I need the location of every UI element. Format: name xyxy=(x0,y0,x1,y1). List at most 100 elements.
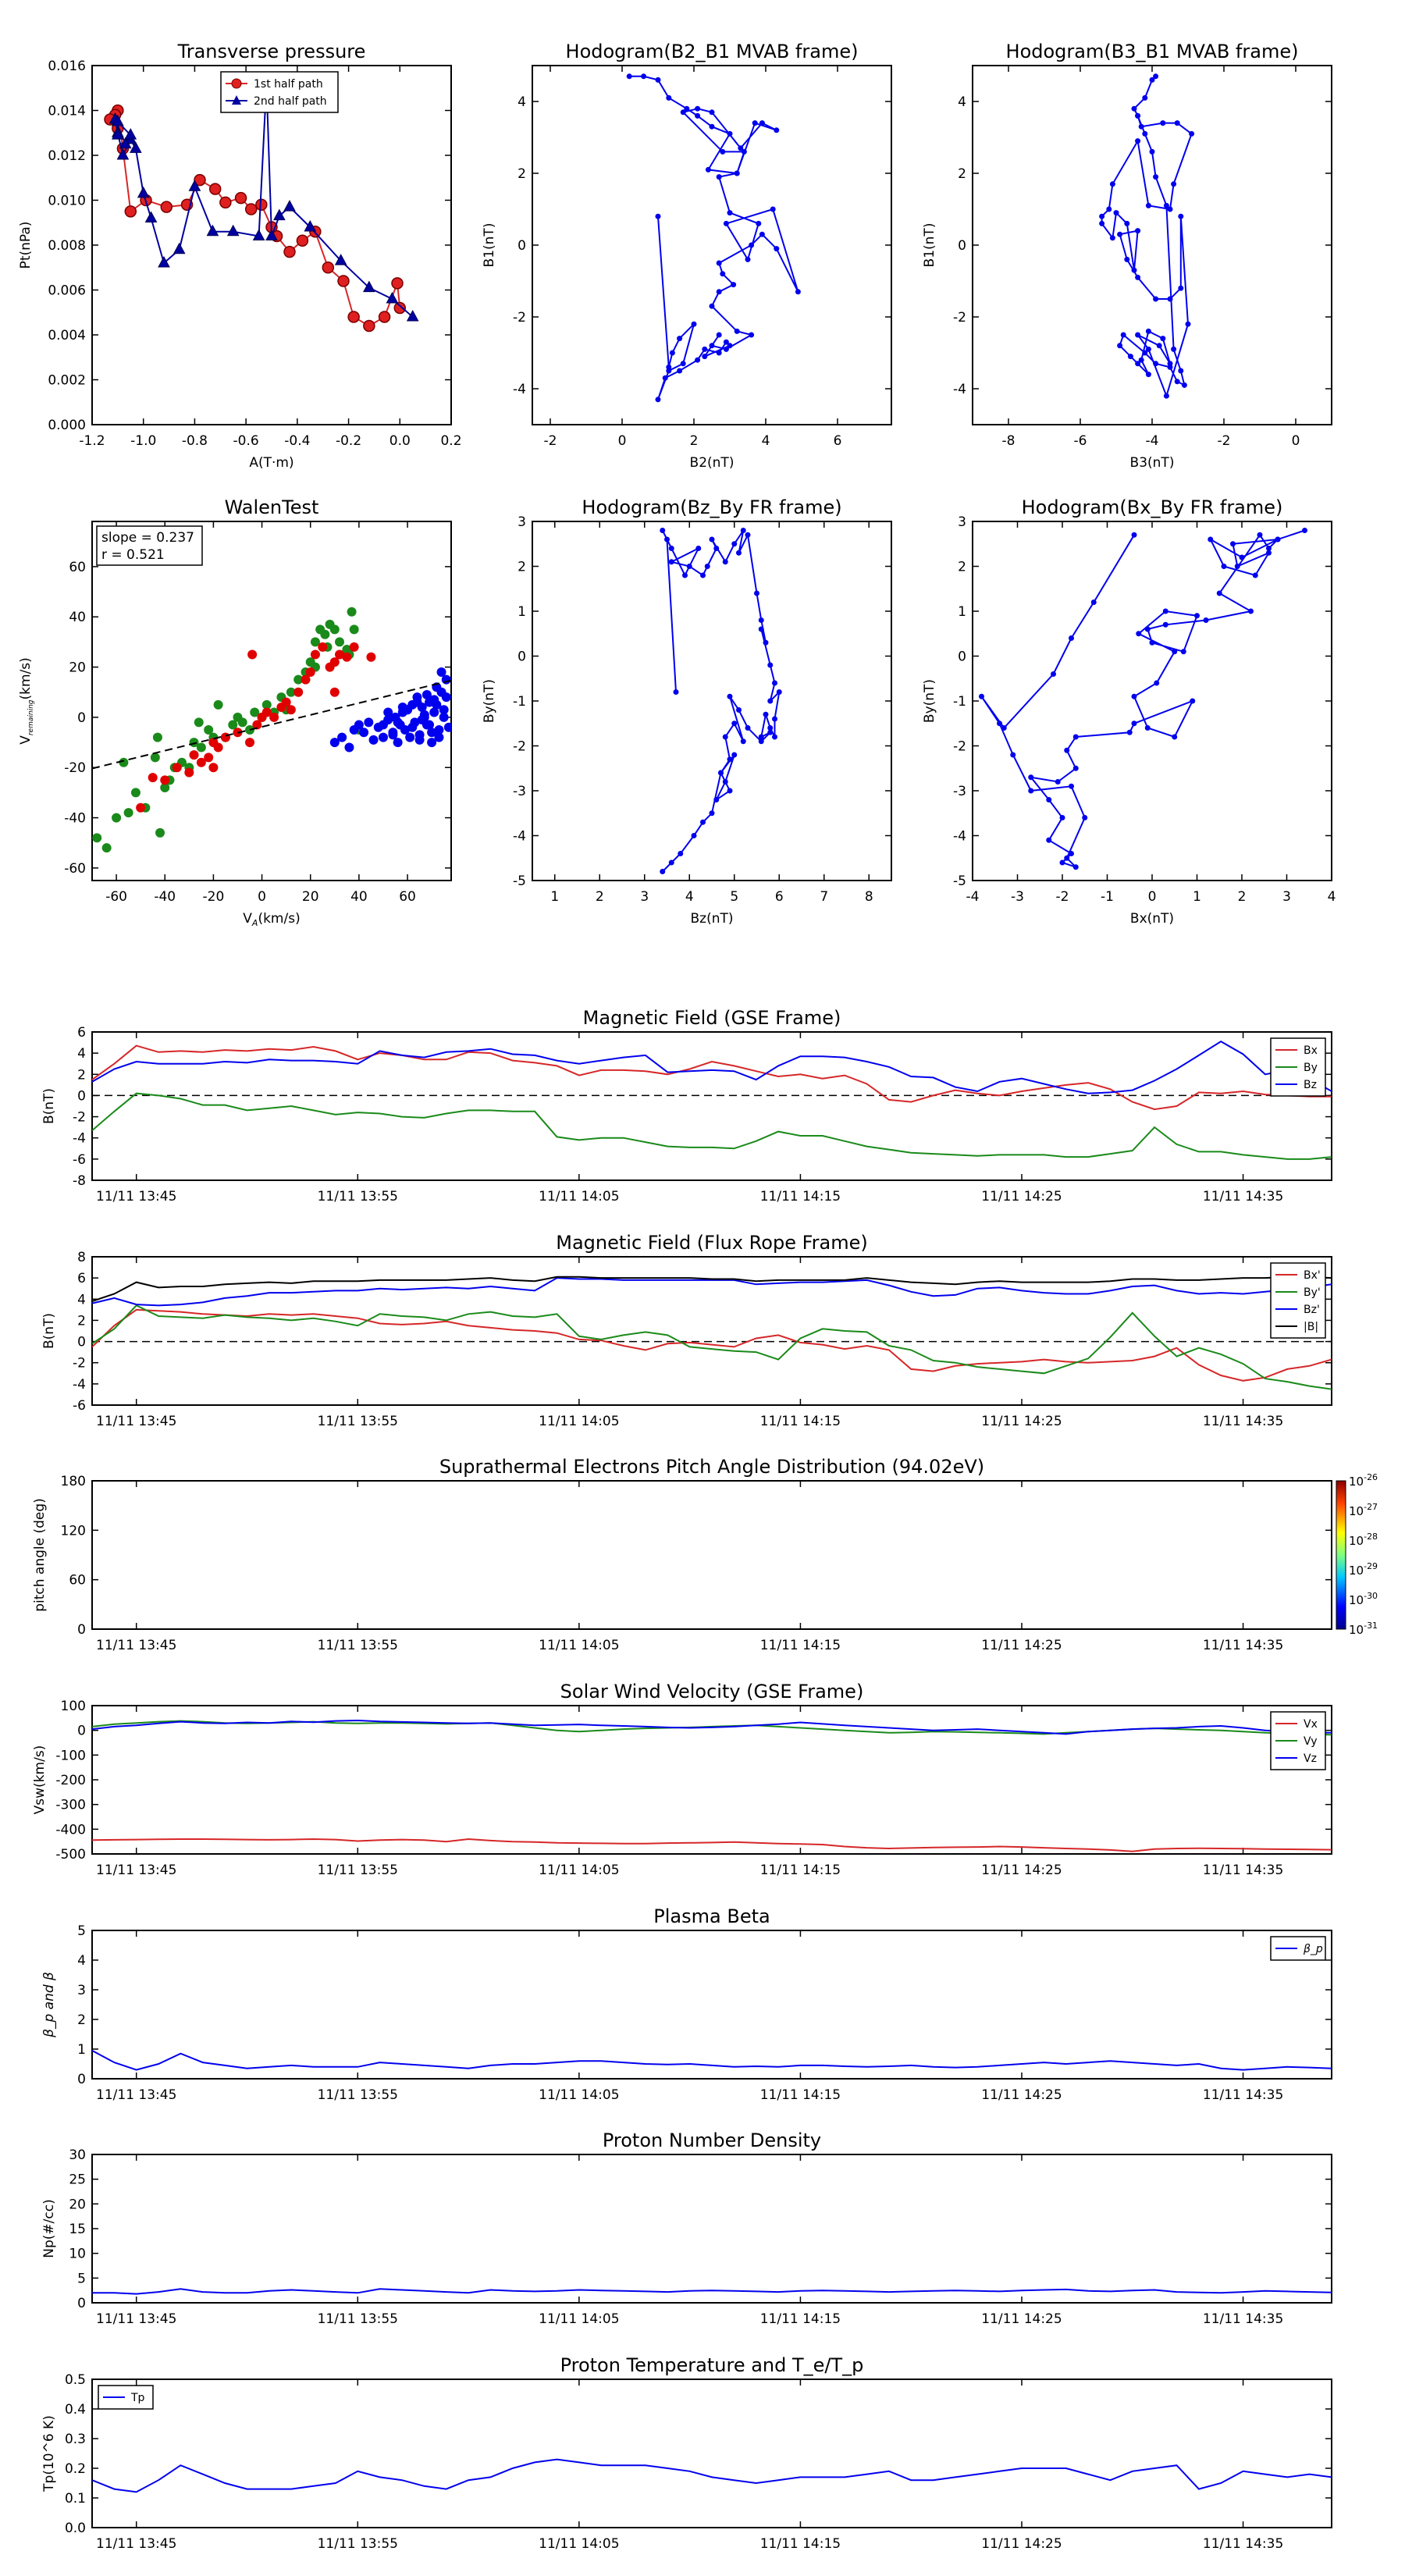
x-tick-label: 11/11 14:25 xyxy=(981,2536,1062,2552)
chart-title: Hodogram(B3_B1 MVAB frame) xyxy=(1006,41,1299,62)
x-tick-label: 11/11 14:15 xyxy=(760,2087,841,2103)
x-tick-label: -0.2 xyxy=(336,433,361,449)
series-line-|B| xyxy=(92,1276,1332,1302)
x-tick-label: 11/11 14:05 xyxy=(539,2087,619,2103)
colorbar-tick-label: 10-28 xyxy=(1349,1532,1378,1548)
y-tick-label: 3 xyxy=(958,514,966,530)
data-point xyxy=(363,319,375,333)
x-tick-label: 3 xyxy=(640,889,649,905)
y-tick-label: 4 xyxy=(958,94,966,110)
scatter-point xyxy=(359,728,369,738)
y-tick-label: -2 xyxy=(73,1110,86,1126)
data-point xyxy=(1113,210,1119,216)
data-point xyxy=(727,693,733,699)
x-tick-label: 6 xyxy=(775,889,784,905)
y-tick-label: -4 xyxy=(953,382,966,397)
data-point xyxy=(758,738,764,745)
y-tick-label: 20 xyxy=(69,660,86,676)
data-point xyxy=(1171,346,1177,352)
y-tick-label: 40 xyxy=(69,610,86,625)
data-point xyxy=(252,229,265,240)
y-tick-label: 2 xyxy=(518,166,526,182)
y-tick-label: 0.010 xyxy=(48,194,86,209)
y-tick-label: 0 xyxy=(958,649,966,665)
x-tick-label: 2 xyxy=(690,433,699,449)
data-point xyxy=(1171,181,1177,187)
data-point xyxy=(1178,213,1184,219)
scatter-point xyxy=(196,742,206,753)
y-tick-label: 0.004 xyxy=(48,328,86,343)
data-point xyxy=(119,137,132,149)
y-tick-label: -3 xyxy=(513,784,526,799)
series-line-Np xyxy=(92,2288,1332,2295)
chart-beta: Plasma Beta 11/11 13:45 11/11 13:55 11/11 1… xyxy=(41,1905,1332,2103)
series-line-Bz xyxy=(92,1041,1332,1094)
legend-label: By' xyxy=(1304,1286,1321,1299)
scatter-point xyxy=(342,652,352,662)
data-point xyxy=(1064,855,1070,861)
y-tick-label: 4 xyxy=(518,94,526,110)
scatter-point xyxy=(366,652,376,662)
x-tick-label: 11/11 14:25 xyxy=(981,1414,1062,1429)
x-tick-label: 11/11 14:25 xyxy=(981,1189,1062,1204)
data-point xyxy=(194,173,206,187)
data-point xyxy=(1072,864,1079,870)
series-line-Tp xyxy=(92,2458,1332,2493)
data-point xyxy=(1131,105,1137,112)
data-point xyxy=(763,639,769,646)
series-line-Bz' xyxy=(92,1277,1332,1307)
x-tick-label: 11/11 13:55 xyxy=(318,1189,398,1204)
x-tick-label: -4 xyxy=(1146,433,1159,449)
legend: 1st half path 2nd half path xyxy=(220,71,339,113)
scatter-point xyxy=(414,735,425,745)
x-tick-label: 11/11 14:25 xyxy=(981,2311,1062,2327)
scatter-point xyxy=(204,753,214,763)
data-point xyxy=(727,756,733,763)
scatter-point xyxy=(419,710,429,720)
x-tick-label: 11/11 13:55 xyxy=(318,1638,398,1653)
x-tick-label: 2 xyxy=(1238,889,1247,905)
data-point xyxy=(722,779,728,785)
y-tick-label: -2 xyxy=(513,310,526,326)
y-tick-label: 15 xyxy=(69,2222,86,2237)
y-tick-label: 0.006 xyxy=(48,283,86,299)
plot-area xyxy=(92,1719,1332,1852)
scatter-point xyxy=(368,735,379,745)
y-tick-label: 0 xyxy=(518,649,526,665)
data-point xyxy=(1055,779,1061,785)
scatter-point xyxy=(335,649,345,660)
data-point xyxy=(1138,123,1144,130)
data-point xyxy=(1174,379,1180,385)
data-point xyxy=(1117,343,1123,349)
data-point xyxy=(1010,752,1016,758)
data-point xyxy=(1302,528,1307,533)
y-tick-label: 10 xyxy=(69,2247,86,2262)
data-point xyxy=(740,528,746,533)
y-tick-label: 5 xyxy=(77,2271,86,2286)
data-point xyxy=(723,346,729,352)
data-point xyxy=(684,105,690,112)
y-tick-label: 5 xyxy=(77,1923,86,1939)
scatter-point xyxy=(393,717,403,728)
data-point xyxy=(722,734,728,740)
x-tick-label: 11/11 14:05 xyxy=(539,1189,619,1204)
scatter-point xyxy=(305,667,315,678)
data-point xyxy=(767,698,774,704)
y-tick-label: -1 xyxy=(953,694,966,710)
scatter-point xyxy=(329,624,340,635)
data-point xyxy=(124,128,137,140)
y-axis-label: Np(#/cc) xyxy=(41,2199,57,2258)
data-point xyxy=(664,536,670,543)
data-point xyxy=(700,819,706,825)
data-point xyxy=(759,231,765,237)
data-point xyxy=(709,343,715,349)
data-point xyxy=(337,275,350,287)
x-tick-label: 11/11 14:05 xyxy=(539,1414,619,1429)
scatter-point xyxy=(397,703,407,713)
y-tick-label: 2 xyxy=(958,166,966,182)
data-point xyxy=(1216,590,1222,596)
data-point xyxy=(727,130,733,137)
y-tick-label: -4 xyxy=(73,1131,86,1147)
x-tick-label: 7 xyxy=(820,889,828,905)
data-point xyxy=(691,321,697,327)
